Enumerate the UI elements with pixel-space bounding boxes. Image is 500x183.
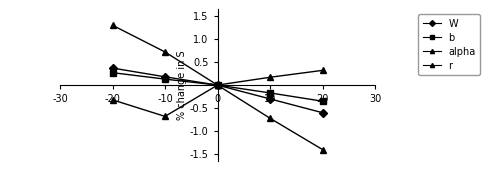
b [162, 78, 168, 80]
r [214, 84, 220, 86]
b [214, 84, 220, 86]
r [110, 99, 116, 101]
b [320, 100, 326, 102]
alpha [214, 84, 220, 86]
W [267, 98, 273, 100]
Line: b: b [110, 70, 326, 104]
Line: alpha: alpha [110, 23, 326, 88]
r [267, 117, 273, 119]
W [320, 112, 326, 114]
alpha [267, 76, 273, 78]
alpha [110, 24, 116, 26]
W [110, 67, 116, 69]
Legend: W, b, alpha, r: W, b, alpha, r [418, 14, 480, 75]
r [320, 148, 326, 151]
W [214, 84, 220, 86]
b [267, 92, 273, 94]
r [162, 115, 168, 117]
Line: r: r [110, 82, 326, 152]
Line: W: W [110, 65, 326, 115]
W [162, 76, 168, 78]
alpha [162, 51, 168, 53]
Y-axis label: % change in S: % change in S [177, 50, 187, 120]
alpha [320, 69, 326, 72]
b [110, 72, 116, 74]
